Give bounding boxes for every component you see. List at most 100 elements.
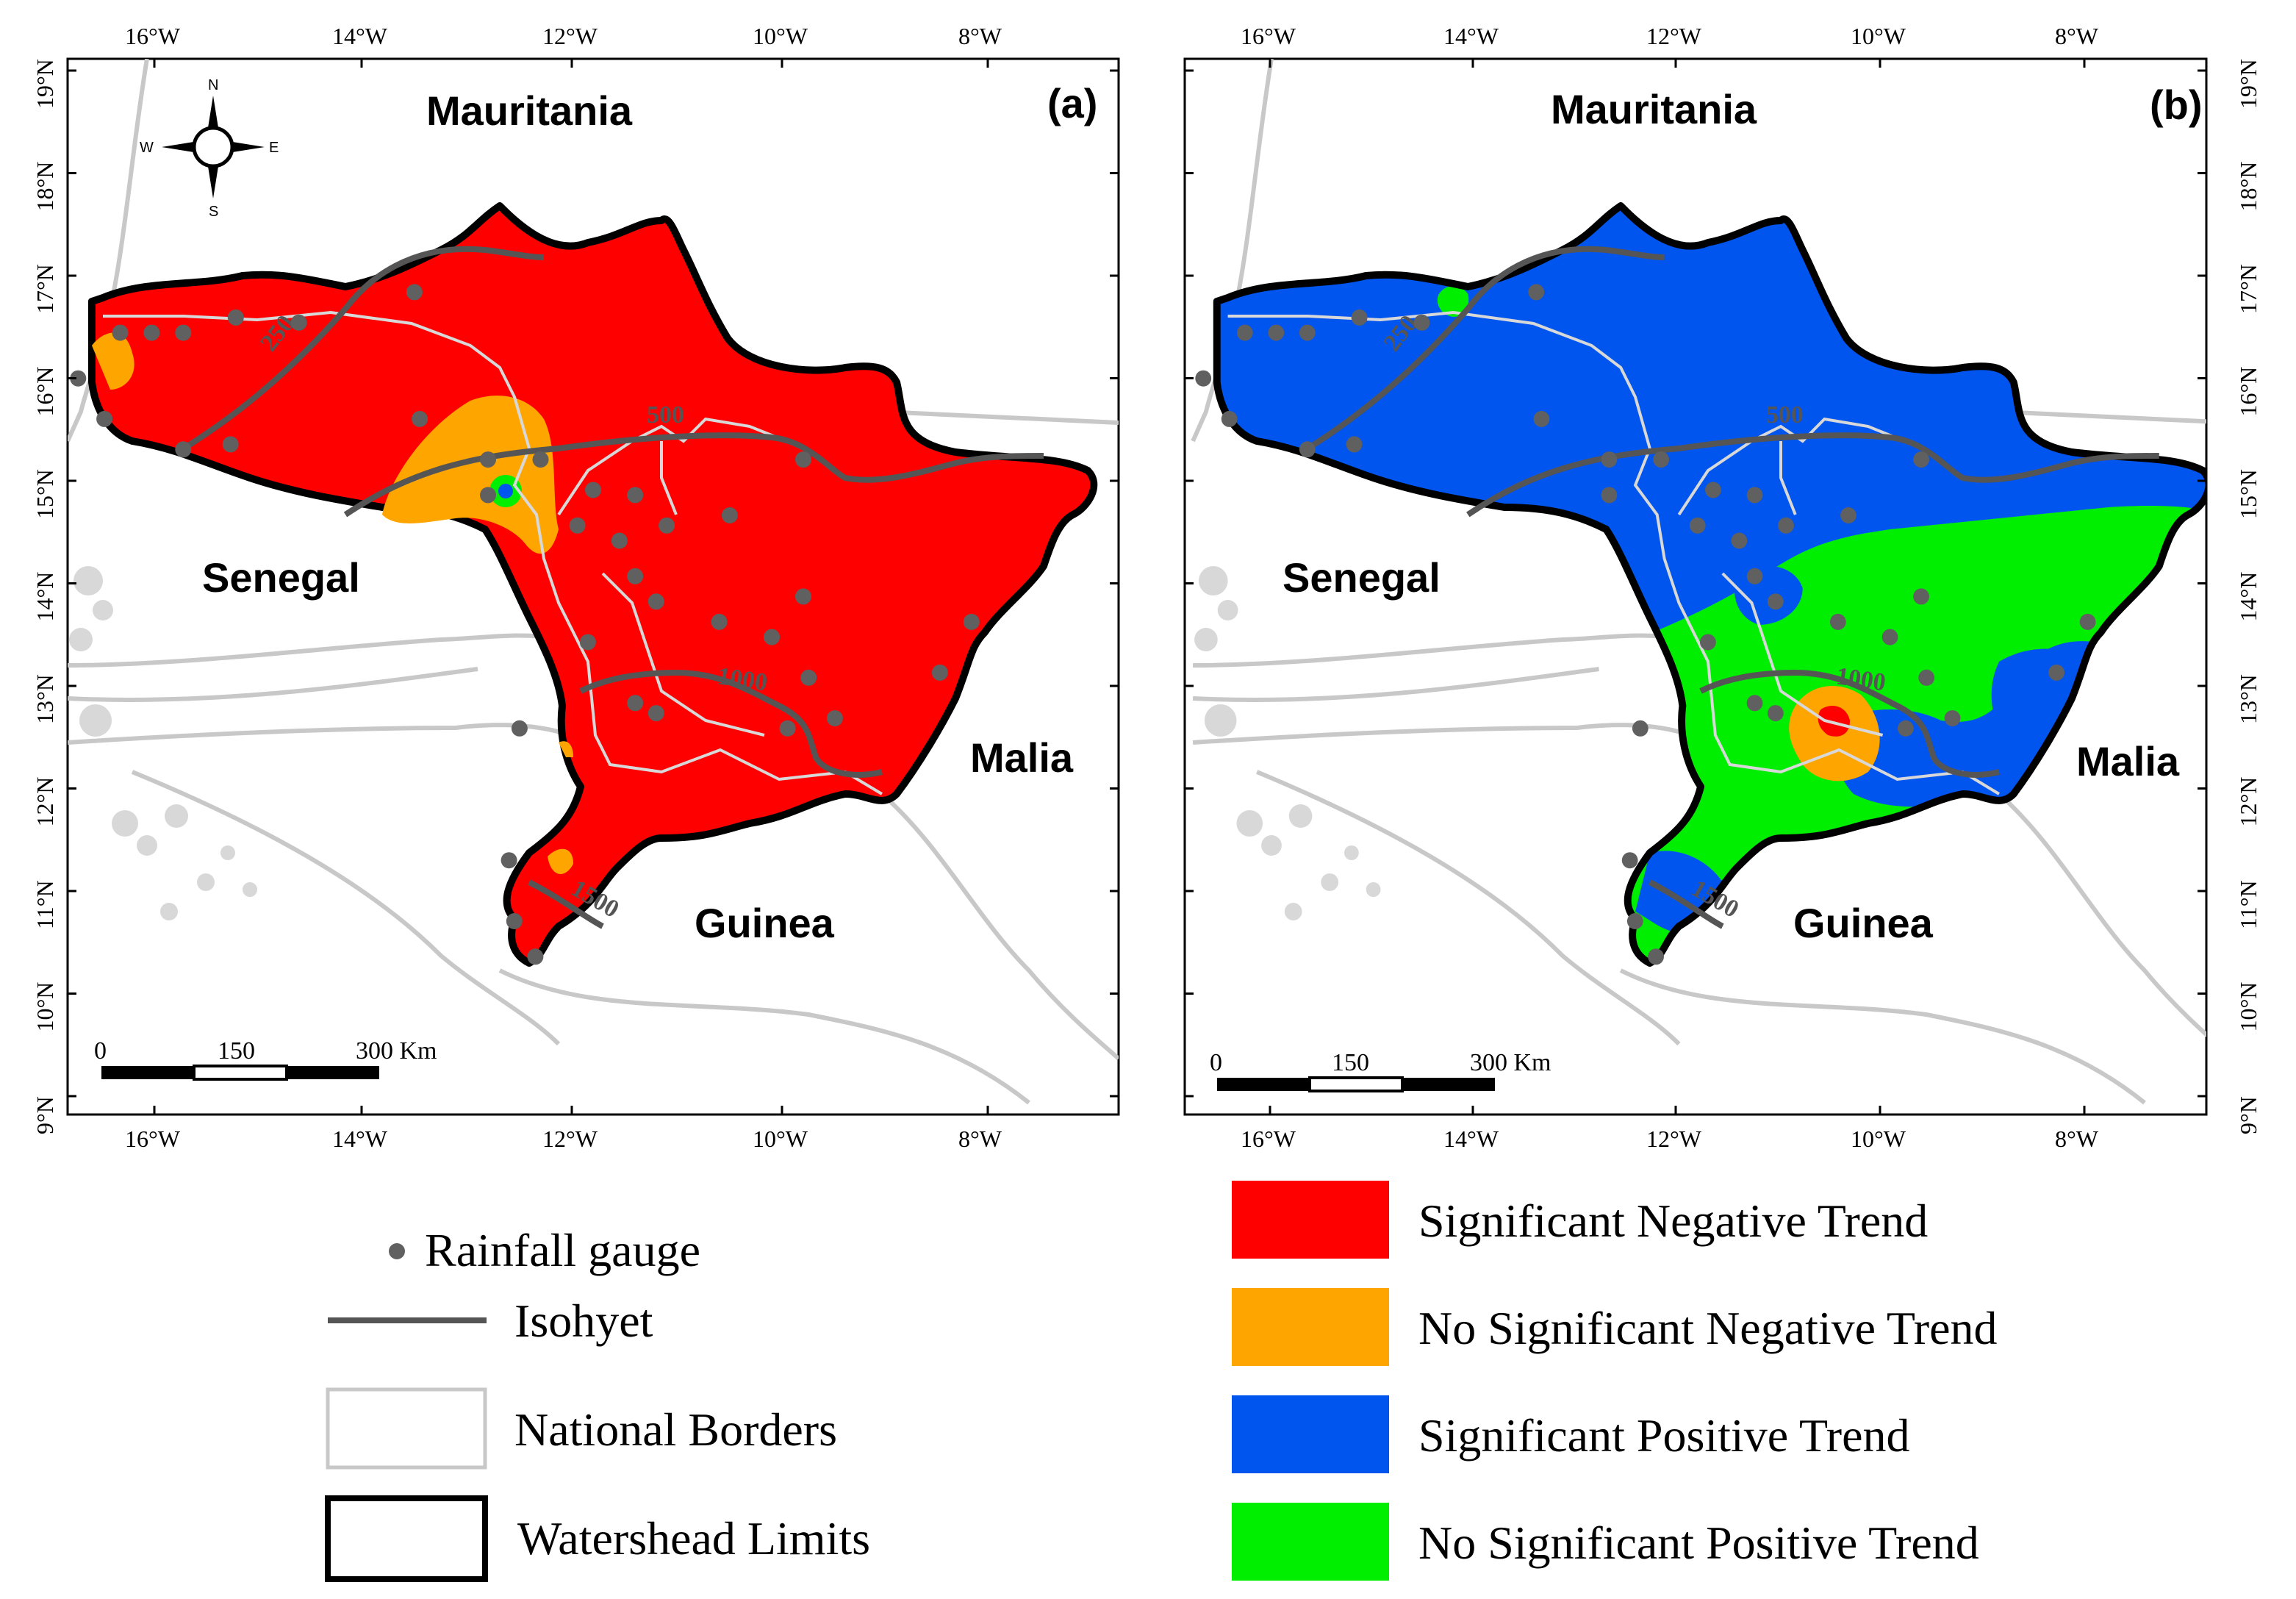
rainfall-gauge-marker bbox=[1632, 720, 1649, 737]
lat-tick-label: 14°N bbox=[32, 572, 58, 622]
lon-tick-label: 8°W bbox=[958, 1126, 1002, 1152]
lon-tick-label: 14°W bbox=[332, 23, 388, 49]
lat-tick-label: 10°N bbox=[32, 982, 58, 1032]
lon-tick-label: 8°W bbox=[2055, 23, 2099, 49]
rainfall-gauge-marker bbox=[1413, 314, 1430, 331]
compass-w: W bbox=[140, 140, 154, 156]
rainfall-gauge-marker bbox=[627, 568, 644, 584]
rainfall-gauge-marker bbox=[1299, 441, 1316, 458]
rivers-a bbox=[103, 310, 883, 795]
rainfall-gauge-marker bbox=[501, 852, 517, 869]
rainfall-gauge-marker bbox=[290, 314, 307, 331]
lon-tick-label: 14°W bbox=[1443, 1126, 1499, 1152]
rainfall-gauge-marker bbox=[1621, 852, 1638, 869]
watershed-icon bbox=[325, 1495, 488, 1582]
rainfall-gauge-marker bbox=[527, 948, 544, 965]
rainfall-gauge-marker bbox=[1533, 410, 1550, 427]
rainfall-gauge-marker bbox=[611, 532, 628, 549]
rainfall-gauge-marker bbox=[1746, 487, 1763, 504]
lon-tick-label: 10°W bbox=[753, 1126, 808, 1152]
lat-tick-label: 18°N bbox=[32, 162, 58, 212]
rainfall-gauge-marker bbox=[1689, 517, 1706, 534]
rainfall-gauge-marker bbox=[2048, 664, 2065, 681]
rainfall-gauge-marker bbox=[1653, 451, 1670, 468]
lat-tick-label: 9°N bbox=[2235, 1096, 2261, 1134]
lat-tick-label: 18°N bbox=[2235, 162, 2261, 212]
rainfall-gauge-marker bbox=[1700, 634, 1716, 651]
rainfall-gauge-marker bbox=[480, 487, 496, 504]
rainfall-gauge-marker bbox=[1236, 324, 1253, 341]
national-borders bbox=[1191, 59, 2206, 1105]
rainfall-gauge-marker bbox=[1918, 669, 1935, 686]
lon-tick-label: 14°W bbox=[332, 1126, 388, 1152]
legend-label: Rainfall gauge bbox=[425, 1224, 700, 1276]
rainfall-gauges-a bbox=[70, 284, 980, 965]
rainfall-gauge-marker bbox=[1746, 695, 1763, 712]
map-panel-b: 250 500 1000 1500 Mauritania Senegal Mal… bbox=[1183, 57, 2208, 1116]
rainfall-gauge-marker bbox=[1601, 487, 1618, 504]
scale-tick: 150 bbox=[1332, 1049, 1369, 1076]
rainfall-gauge-marker bbox=[1746, 568, 1763, 584]
map-panel-a: 250 500 1000 1500 Mauritania Senegal Mal… bbox=[66, 57, 1120, 1116]
rainfall-gauge-marker bbox=[1528, 284, 1545, 301]
lon-tick-label: 12°W bbox=[1646, 23, 1702, 49]
rainfall-gauge-marker bbox=[175, 441, 192, 458]
rainfall-gauge-marker bbox=[1778, 517, 1794, 534]
rainfall-gauge-marker bbox=[795, 588, 811, 605]
rainfall-gauge-marker bbox=[1705, 482, 1721, 498]
country-label: Mauritania bbox=[426, 87, 633, 134]
rainfall-gauge-marker bbox=[532, 451, 549, 468]
rainfall-gauge-marker bbox=[143, 324, 160, 341]
rainfall-gauge-marker bbox=[1626, 913, 1643, 929]
lon-tick-label: 12°W bbox=[542, 1126, 598, 1152]
country-label: Guinea bbox=[695, 900, 835, 946]
lat-tick-label: 17°N bbox=[32, 264, 58, 314]
rainfall-gauge-marker bbox=[647, 593, 664, 610]
lon-tick-label: 12°W bbox=[542, 23, 598, 49]
lat-tick-label: 9°N bbox=[32, 1096, 58, 1134]
rainfall-gauge-marker bbox=[1221, 410, 1238, 427]
rivers-b bbox=[1227, 310, 2001, 795]
rainfall-gauge-marker bbox=[511, 720, 528, 737]
scale-tick: 0 bbox=[94, 1037, 107, 1065]
lat-tick-label: 13°N bbox=[2235, 674, 2261, 724]
north-arrow-icon: N S E W bbox=[140, 77, 279, 220]
lat-tick-label: 14°N bbox=[2235, 572, 2261, 622]
rainfall-gauge-marker bbox=[1767, 705, 1784, 722]
lon-tick-label: 8°W bbox=[958, 23, 1002, 49]
gauge-icon bbox=[389, 1243, 405, 1259]
lat-tick-label: 13°N bbox=[32, 674, 58, 724]
lon-tick-label: 12°W bbox=[1646, 1126, 1702, 1152]
rainfall-gauge-marker bbox=[963, 613, 980, 630]
isohyet-label: 500 bbox=[647, 401, 684, 429]
compass-s: S bbox=[209, 204, 218, 220]
coastal-islands bbox=[1194, 566, 1381, 920]
rainfall-gauge-marker bbox=[826, 710, 843, 726]
country-label: Malia bbox=[970, 734, 1074, 781]
lat-tick-label: 17°N bbox=[2235, 264, 2261, 314]
lon-tick-label: 16°W bbox=[1241, 23, 1296, 49]
scale-tick: 300 Km bbox=[356, 1037, 437, 1065]
country-label: Malia bbox=[2076, 738, 2180, 784]
rainfall-gauge-marker bbox=[1897, 720, 1914, 737]
legend-swatch bbox=[1232, 1503, 1389, 1581]
lat-tick-label: 12°N bbox=[32, 777, 58, 827]
rainfall-gauge-marker bbox=[627, 487, 644, 504]
watershed-outline-b bbox=[1213, 202, 2206, 967]
rainfall-gauge-marker bbox=[112, 324, 129, 341]
lat-tick-label: 16°N bbox=[32, 367, 58, 417]
border-icon bbox=[326, 1387, 487, 1470]
rainfall-gauge-marker bbox=[1913, 588, 1929, 605]
scale-bar-a: 0 150 300 Km bbox=[94, 1037, 437, 1081]
rainfall-gauge-marker bbox=[2079, 613, 2096, 630]
rainfall-gauge-marker bbox=[659, 517, 675, 534]
legend-label: National Borders bbox=[514, 1403, 837, 1456]
legend-swatch bbox=[1232, 1181, 1389, 1259]
rainfall-gauge-marker bbox=[1913, 451, 1929, 468]
rainfall-gauge-marker bbox=[1648, 948, 1665, 965]
lon-tick-label: 10°W bbox=[1851, 23, 1906, 49]
legend-swatch bbox=[1232, 1395, 1389, 1473]
rainfall-gauge-marker bbox=[175, 324, 192, 341]
lat-tick-label: 11°N bbox=[32, 880, 58, 929]
